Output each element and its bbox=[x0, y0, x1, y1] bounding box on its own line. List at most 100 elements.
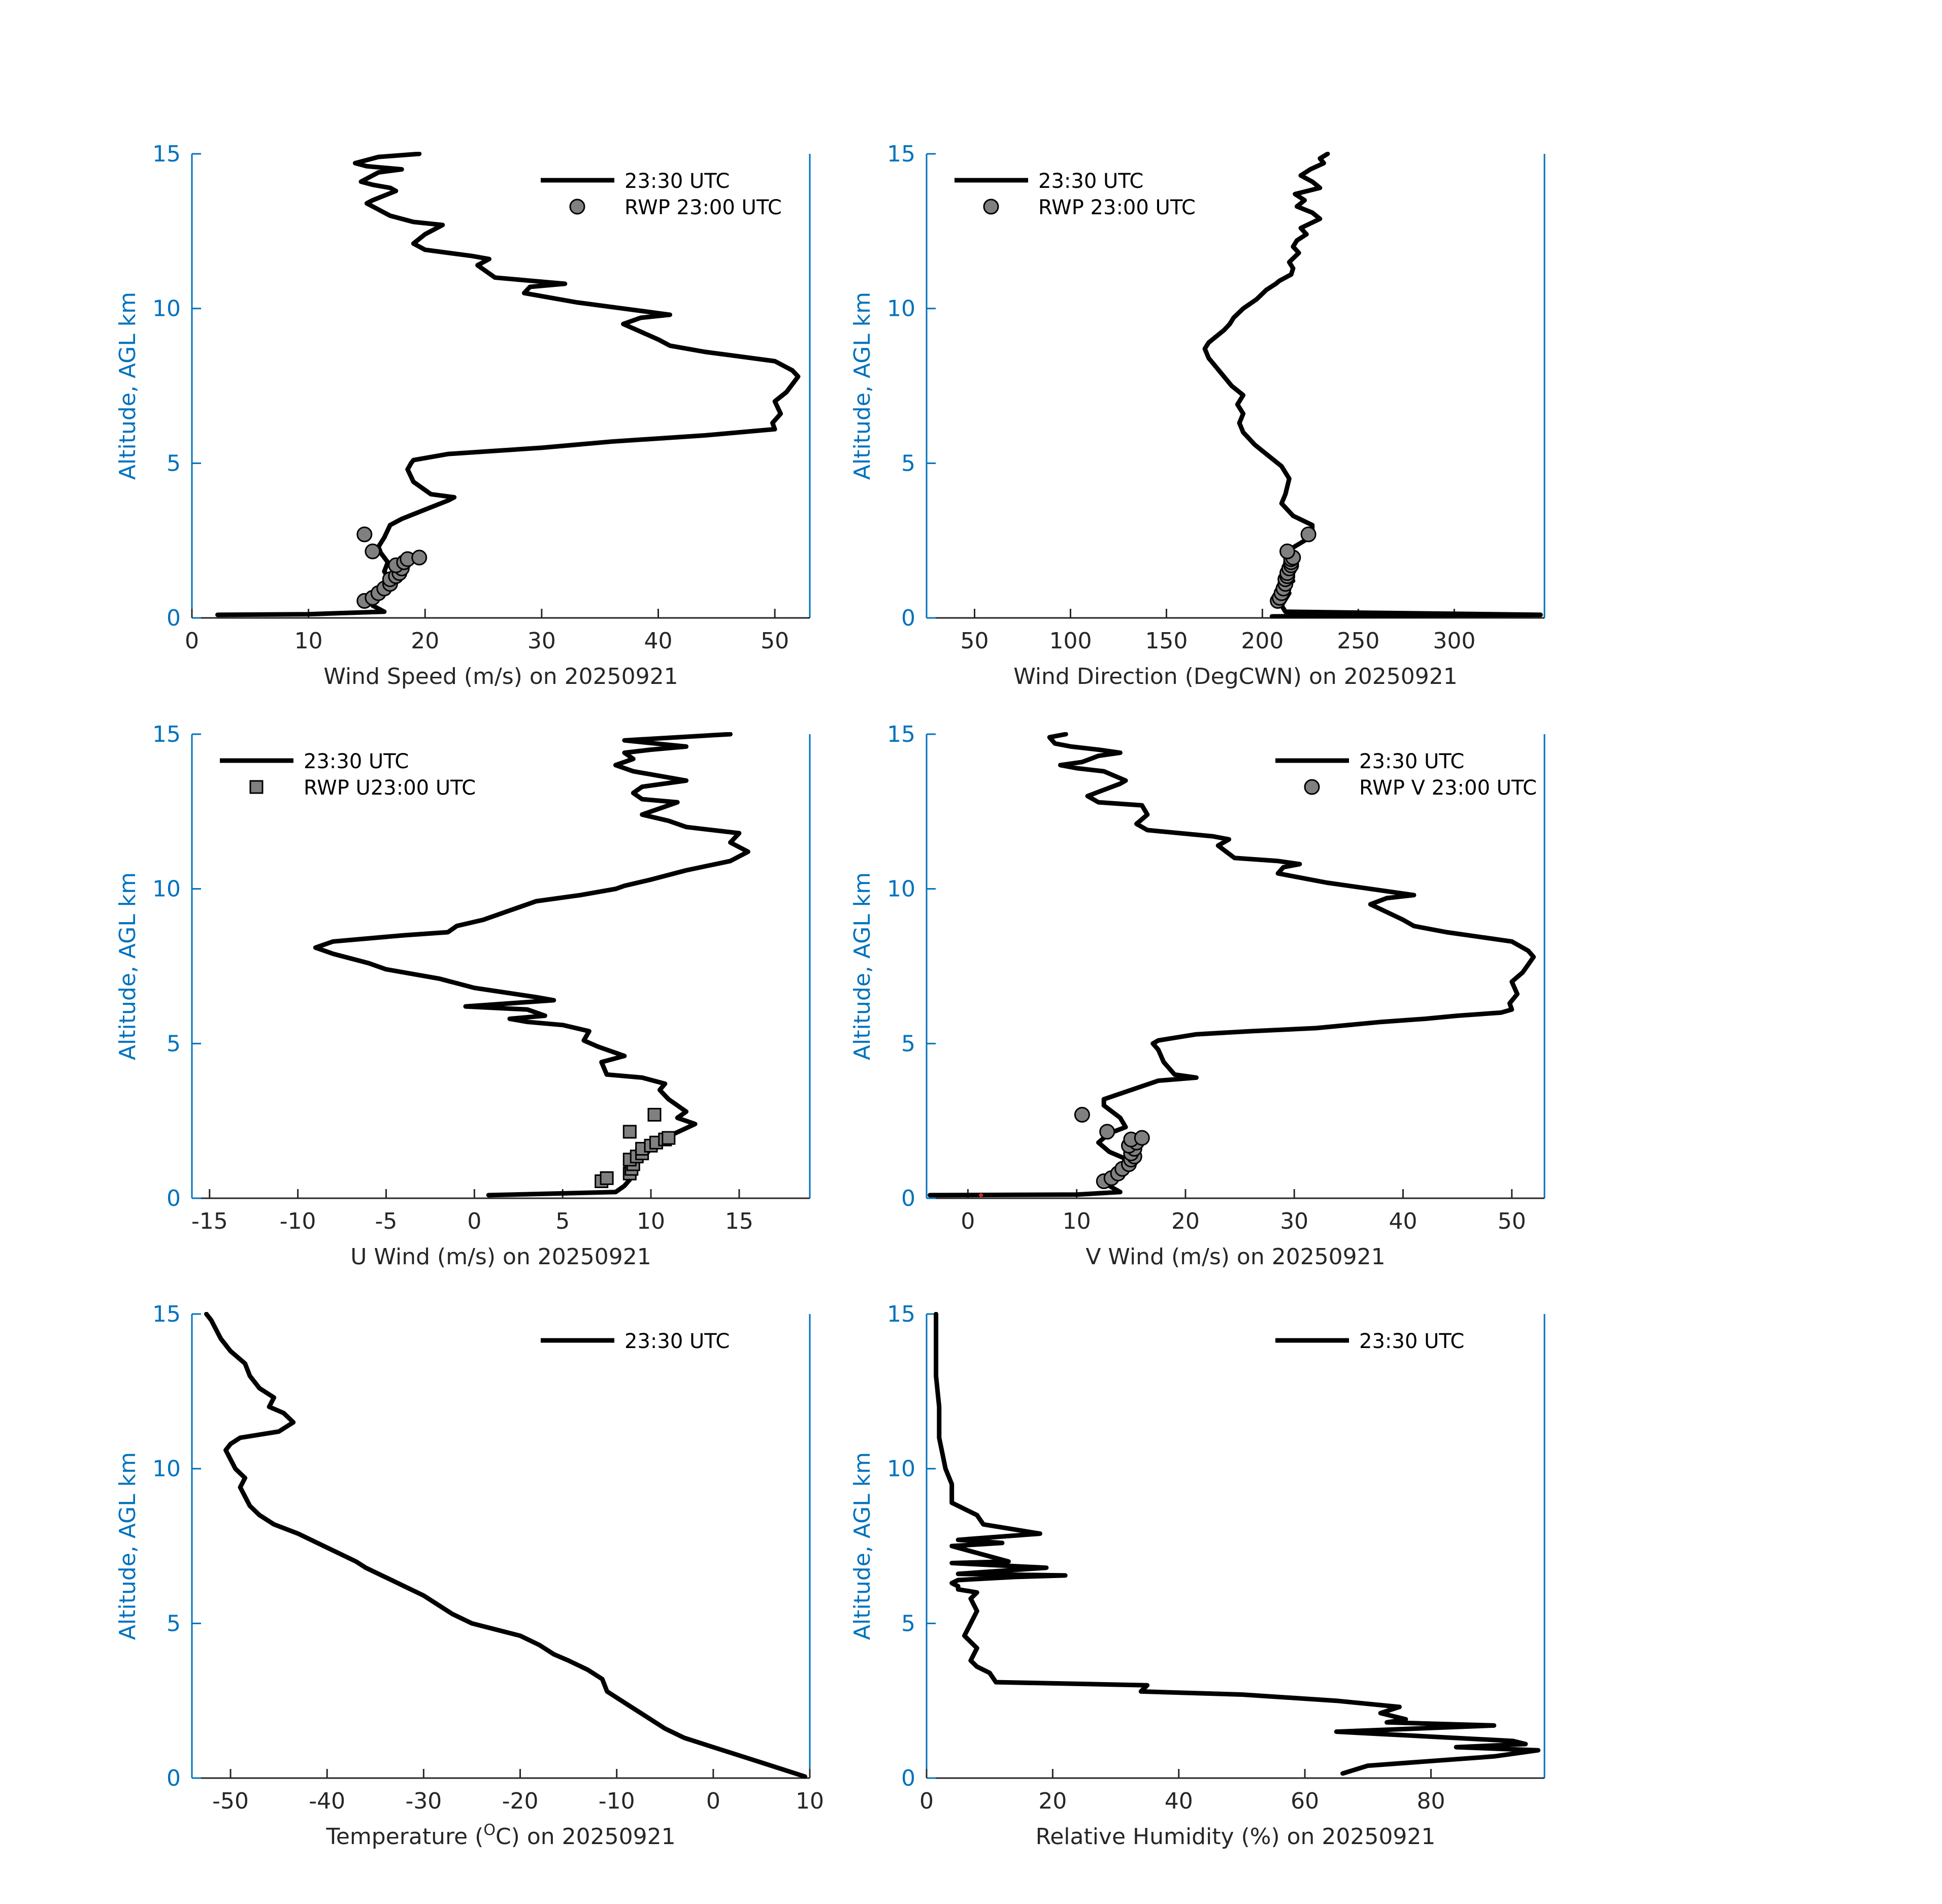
y-tick-label: 15 bbox=[887, 721, 915, 747]
x-tick-label: 50 bbox=[960, 628, 989, 654]
x-axis-label: V Wind (m/s) on 20250921 bbox=[1085, 1244, 1385, 1270]
y-tick-label: 5 bbox=[901, 1611, 915, 1636]
x-axis-label-part: Temperature ( bbox=[325, 1824, 483, 1850]
legend-label: RWP 23:00 UTC bbox=[624, 196, 782, 219]
y-tick-label: 15 bbox=[152, 141, 181, 167]
data-point bbox=[356, 526, 373, 542]
legend-marker-swatch bbox=[569, 199, 585, 215]
x-tick-label: 0 bbox=[961, 1208, 975, 1234]
y-tick-label: 0 bbox=[901, 1765, 915, 1791]
plot-area bbox=[313, 732, 750, 1198]
x-tick-label: 20 bbox=[1038, 1788, 1067, 1814]
x-tick-label: -10 bbox=[280, 1208, 316, 1234]
x-tick-label: -30 bbox=[405, 1788, 442, 1814]
x-tick-label: 60 bbox=[1291, 1788, 1319, 1814]
y-axis-label: Altitude, AGL km bbox=[849, 292, 875, 480]
x-tick-label: 40 bbox=[1389, 1208, 1417, 1234]
legend-label: 23:30 UTC bbox=[1359, 1330, 1464, 1353]
x-axis-label: Wind Direction (DegCWN) on 20250921 bbox=[1013, 664, 1457, 690]
legend-label: 23:30 UTC bbox=[1038, 170, 1143, 193]
x-axis-label: Temperature (OC) on 20250921 bbox=[325, 1821, 675, 1850]
y-tick-label: 15 bbox=[152, 721, 181, 747]
data-point bbox=[365, 543, 381, 560]
x-tick-label: 10 bbox=[637, 1208, 665, 1234]
y-tick-label: 5 bbox=[901, 450, 915, 476]
y-tick-label: 10 bbox=[887, 1456, 915, 1482]
x-tick-label: 40 bbox=[644, 628, 672, 654]
x-tick-label: -20 bbox=[502, 1788, 539, 1814]
series-line bbox=[927, 732, 1536, 1198]
x-axis-label: U Wind (m/s) on 20250921 bbox=[350, 1244, 651, 1270]
x-tick-label: 5 bbox=[555, 1208, 570, 1234]
y-tick-label: 15 bbox=[152, 1301, 181, 1327]
y-tick-label: 0 bbox=[167, 1186, 181, 1211]
y-axis-label: Altitude, AGL km bbox=[849, 1452, 875, 1640]
x-tick-label: 200 bbox=[1241, 628, 1283, 654]
legend-label: 23:30 UTC bbox=[624, 170, 730, 193]
legend-marker-swatch bbox=[249, 780, 264, 794]
temperature-panel: 0 5 10 15 -50 -40 -30 -20 -10 0 10 Altitude, AGL km… bbox=[115, 1301, 824, 1850]
x-axis-label: Wind Speed (m/s) on 20250921 bbox=[323, 664, 678, 690]
data-point bbox=[600, 1171, 614, 1185]
data-point bbox=[622, 1125, 637, 1139]
x-tick-label: 30 bbox=[1280, 1208, 1308, 1234]
y-tick-label: 0 bbox=[901, 605, 915, 631]
y-tick-label: 5 bbox=[167, 1611, 181, 1636]
legend-label: 23:30 UTC bbox=[1359, 750, 1464, 773]
x-tick-label: 150 bbox=[1145, 628, 1188, 654]
x-tick-label: -50 bbox=[212, 1788, 249, 1814]
x-tick-label: 15 bbox=[725, 1208, 753, 1234]
red-marker-dot bbox=[979, 1193, 983, 1197]
y-tick-label: 15 bbox=[887, 141, 915, 167]
series-line bbox=[313, 732, 750, 1198]
x-tick-label: 20 bbox=[1171, 1208, 1200, 1234]
x-axis-label: Relative Humidity (%) on 20250921 bbox=[1036, 1824, 1436, 1850]
y-tick-label: 0 bbox=[167, 1765, 181, 1791]
y-axis-label: Altitude, AGL km bbox=[115, 872, 141, 1060]
y-tick-label: 0 bbox=[901, 1186, 915, 1211]
u-wind-panel: 0 5 10 15 -15 -10 -5 0 5 10 15 Altitude, AGL km U Wi… bbox=[115, 721, 811, 1270]
x-tick-label: 0 bbox=[185, 628, 199, 654]
plot-area bbox=[204, 1312, 807, 1779]
plot-area bbox=[215, 152, 801, 617]
y-tick-label: 10 bbox=[152, 296, 181, 322]
data-point bbox=[1300, 526, 1316, 542]
relative-humidity-panel: 0 5 10 15 0 20 40 60 80 Altitude, AGL km Relative … bbox=[849, 1301, 1545, 1850]
v-wind-panel: 0 5 10 15 0 10 20 30 40 50 Altitude, AGL km V Wind … bbox=[849, 721, 1545, 1270]
x-tick-label: 10 bbox=[796, 1788, 824, 1814]
x-tick-label: 40 bbox=[1165, 1788, 1193, 1814]
x-tick-label: -10 bbox=[599, 1788, 635, 1814]
y-tick-label: 15 bbox=[887, 1301, 915, 1327]
plot-area bbox=[934, 1312, 1541, 1776]
x-axis-label-superscript: O bbox=[483, 1821, 496, 1839]
data-point bbox=[411, 549, 427, 566]
data-point bbox=[1134, 1130, 1150, 1146]
y-tick-label: 10 bbox=[887, 876, 915, 902]
plot-area bbox=[927, 732, 1536, 1198]
legend-marker-swatch bbox=[983, 199, 999, 215]
y-tick-label: 0 bbox=[167, 605, 181, 631]
x-tick-label: -15 bbox=[191, 1208, 228, 1234]
data-point bbox=[1279, 543, 1296, 560]
data-point bbox=[647, 1107, 662, 1122]
data-point bbox=[1099, 1124, 1115, 1140]
x-tick-label: 10 bbox=[1063, 1208, 1091, 1234]
x-tick-label: 20 bbox=[411, 628, 439, 654]
x-tick-label: 100 bbox=[1049, 628, 1092, 654]
x-tick-label: 50 bbox=[761, 628, 789, 654]
x-tick-label: 10 bbox=[294, 628, 323, 654]
legend-label: RWP U23:00 UTC bbox=[304, 776, 476, 800]
y-axis-label: Altitude, AGL km bbox=[115, 292, 141, 480]
legend-marker-swatch bbox=[1304, 779, 1320, 795]
y-axis-label: Altitude, AGL km bbox=[849, 872, 875, 1060]
x-tick-label: 0 bbox=[467, 1208, 481, 1234]
x-tick-label: 80 bbox=[1417, 1788, 1445, 1814]
legend-label: RWP V 23:00 UTC bbox=[1359, 776, 1537, 800]
legend-label: RWP 23:00 UTC bbox=[1038, 196, 1196, 219]
x-tick-label: 30 bbox=[528, 628, 556, 654]
x-tick-label: -40 bbox=[309, 1788, 345, 1814]
y-axis-label: Altitude, AGL km bbox=[115, 1452, 141, 1640]
x-tick-label: 300 bbox=[1433, 628, 1475, 654]
y-tick-label: 10 bbox=[152, 1456, 181, 1482]
